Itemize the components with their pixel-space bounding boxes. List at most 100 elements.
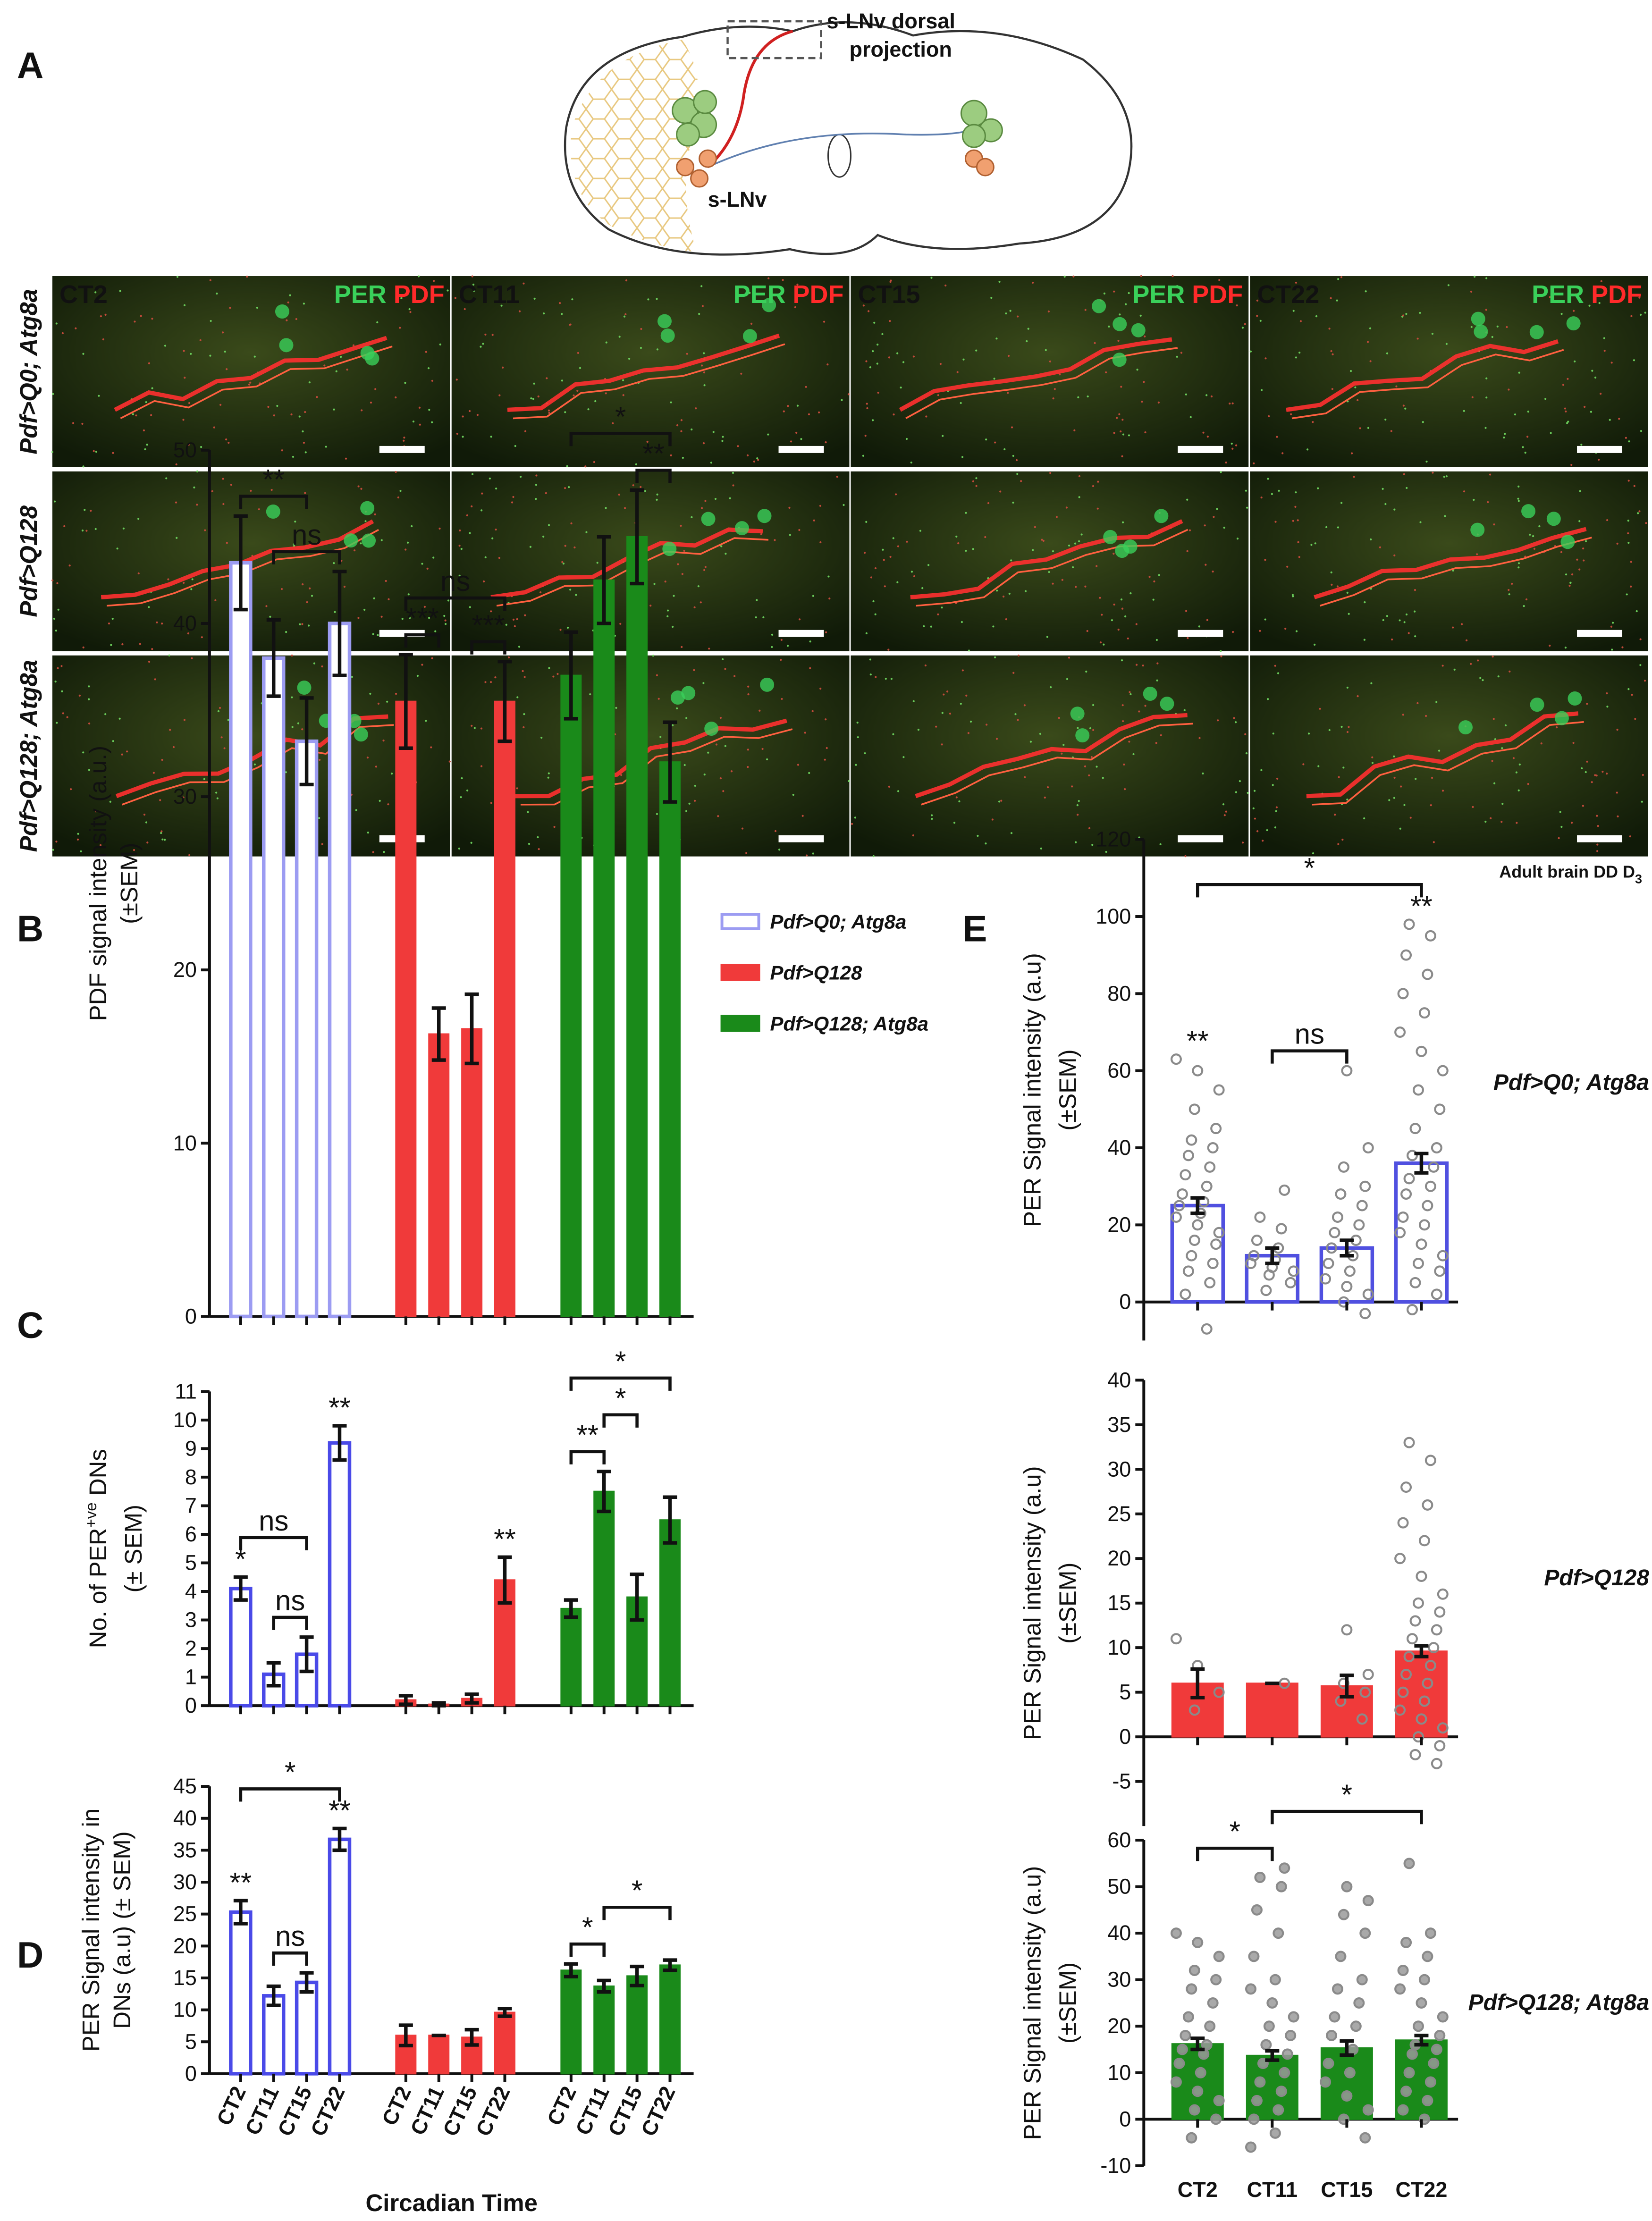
cell (762, 298, 776, 312)
error-bar (332, 570, 347, 677)
bar (560, 1607, 582, 1707)
noise (1544, 398, 1547, 400)
noise (1500, 821, 1503, 823)
significance: ** (262, 463, 285, 495)
y-axis-label: (±SEM) (1054, 1563, 1081, 1644)
noise (923, 625, 925, 628)
noise (542, 535, 545, 538)
noise (569, 589, 572, 591)
data-point (1269, 1974, 1281, 1985)
noise (1040, 847, 1042, 850)
y-tick-label: 30 (1107, 1968, 1131, 1992)
noise (790, 440, 792, 443)
bracket (239, 1536, 308, 1550)
data-point (1424, 1927, 1436, 1939)
noise (90, 510, 92, 512)
significance: ns (1295, 1018, 1324, 1050)
stain-pdf: PDF (394, 280, 445, 309)
noise (51, 579, 54, 581)
noise (1278, 489, 1280, 492)
noise (1264, 357, 1267, 360)
noise (1076, 804, 1079, 807)
noise (78, 694, 81, 697)
noise (680, 419, 683, 421)
bar (428, 1033, 450, 1317)
panel-label: C (17, 1304, 43, 1346)
noise (564, 545, 566, 547)
significance: ** (230, 1867, 252, 1898)
noise (1274, 521, 1277, 523)
noise (1529, 533, 1531, 536)
data-point (1400, 2086, 1412, 2097)
panel-label: D (17, 1934, 43, 1976)
noise (1490, 817, 1492, 819)
data-point (1400, 1481, 1412, 1493)
y-tick-label: 20 (173, 1934, 197, 1958)
noise (1560, 825, 1563, 828)
noise (473, 727, 476, 729)
noise (881, 333, 884, 335)
significance: ns (275, 1920, 305, 1952)
noise (137, 518, 140, 520)
noise (294, 532, 297, 535)
noise (1058, 717, 1060, 719)
bar (560, 1969, 582, 2075)
noise (930, 625, 932, 628)
data-point (1437, 1250, 1449, 1262)
noise (975, 485, 978, 487)
noise (1342, 766, 1345, 769)
noise (1517, 566, 1520, 569)
noise (1029, 740, 1032, 743)
noise (972, 480, 975, 482)
noise (1336, 299, 1338, 302)
noise (640, 347, 642, 349)
noise (1485, 396, 1488, 399)
noise (1445, 475, 1448, 478)
noise (1071, 785, 1073, 788)
noise (380, 539, 383, 541)
noise (622, 379, 624, 381)
noise (403, 439, 405, 442)
noise (1609, 419, 1611, 421)
noise (405, 548, 407, 551)
noise (1122, 720, 1124, 723)
data-point (1332, 1211, 1343, 1223)
noise (984, 536, 986, 538)
noise (77, 833, 79, 835)
data-point (1263, 2020, 1275, 2032)
noise (1138, 836, 1140, 839)
noise (1253, 790, 1256, 792)
noise (57, 608, 59, 611)
noise (1369, 327, 1372, 329)
bar (229, 561, 253, 1319)
bracket (569, 1450, 606, 1464)
noise (809, 640, 811, 643)
noise (1578, 568, 1581, 571)
noise (53, 617, 56, 620)
noise (1298, 352, 1301, 354)
y-axis-label: (±SEM) (1054, 1962, 1081, 2044)
noise (628, 357, 631, 360)
noise (1491, 760, 1493, 762)
noise (965, 694, 968, 697)
data-point (1403, 918, 1415, 930)
noise (685, 810, 688, 812)
noise (1431, 332, 1434, 335)
noise (863, 552, 866, 554)
noise (1141, 400, 1143, 403)
data-point (1407, 1633, 1418, 1645)
noise (1009, 310, 1011, 312)
noise (216, 797, 219, 799)
noise (1371, 756, 1374, 758)
x-tick-label: CT15 (1321, 2178, 1373, 2202)
noise (1113, 603, 1115, 606)
noise (740, 372, 742, 375)
noise (1073, 429, 1076, 431)
noise (1366, 341, 1369, 343)
data-point (1251, 1235, 1263, 1246)
noise (292, 455, 294, 458)
y-axis-label: PER Signal intensity (a.u) (1019, 1466, 1045, 1740)
data-point (1418, 1695, 1430, 1707)
noise (321, 665, 323, 668)
y-tick-label: 0 (1119, 1290, 1131, 1314)
